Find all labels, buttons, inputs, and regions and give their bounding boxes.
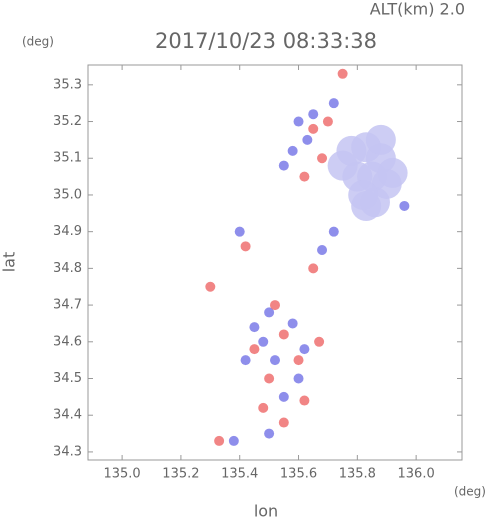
echo-point [293, 373, 304, 384]
echo-point [293, 116, 304, 127]
echo-point [365, 124, 396, 155]
y-tick-label: 35.3 [53, 77, 82, 92]
echo-point [322, 116, 333, 127]
echo-point [308, 123, 319, 134]
echo-point [348, 179, 379, 210]
plot-frame [87, 64, 463, 461]
echo-point [214, 435, 225, 446]
echo-point [278, 160, 289, 171]
y-tick-label: 34.7 [53, 298, 82, 313]
echo-point [328, 98, 339, 109]
x-axis-label: lon [254, 502, 278, 521]
echo-point [264, 307, 275, 318]
echo-point [234, 226, 245, 237]
echo-point [308, 263, 319, 274]
y-tick-label: 34.9 [53, 224, 82, 239]
echo-point [278, 329, 289, 340]
x-tick-label: 136.0 [398, 467, 435, 482]
x-unit: (deg) [454, 485, 486, 499]
echo-point [270, 300, 280, 311]
echo-point [377, 157, 408, 188]
echo-point [264, 428, 275, 439]
echo-point [287, 318, 298, 329]
chart-subtitle: ALT(km) 2.0 [370, 0, 465, 19]
echo-point [308, 109, 319, 120]
echo-point [314, 336, 325, 347]
echo-point [258, 402, 269, 413]
echo-point [240, 241, 251, 252]
echo-point [299, 171, 310, 182]
x-tick-label: 135.0 [103, 467, 140, 482]
echo-point [293, 355, 304, 366]
echo-point [240, 355, 251, 366]
echo-point [302, 134, 313, 145]
x-tick-label: 135.2 [162, 467, 199, 482]
x-tick-label: 135.6 [280, 467, 317, 482]
echo-point [228, 435, 239, 446]
x-tick-label: 135.4 [221, 467, 258, 482]
y-tick-label: 34.8 [53, 261, 82, 276]
echo-point [270, 355, 280, 366]
echo-point [278, 391, 289, 402]
y-tick-label: 34.3 [53, 444, 82, 459]
echo-point [328, 226, 339, 237]
y-axis-label: lat [0, 252, 19, 273]
y-tick-label: 34.6 [53, 334, 82, 349]
y-tick-label: 34.4 [53, 408, 82, 423]
echo-point [258, 336, 269, 347]
y-tick-label: 35.0 [53, 187, 82, 202]
echo-point [299, 395, 310, 406]
y-unit: (deg) [22, 35, 54, 49]
chart-title: 2017/10/23 08:33:38 [155, 29, 377, 53]
echo-point [327, 150, 358, 181]
echo-point [287, 145, 298, 156]
y-tick-label: 34.5 [53, 371, 82, 386]
marks [205, 68, 410, 446]
echo-point [278, 417, 289, 428]
echo-point [205, 281, 216, 292]
echo-point [249, 322, 260, 333]
echo-point [264, 373, 275, 384]
x-tick-label: 135.8 [339, 467, 376, 482]
echo-point [249, 344, 260, 355]
y-tick-label: 35.1 [53, 151, 82, 166]
y-tick-label: 35.2 [53, 114, 82, 129]
echo-point [299, 344, 310, 355]
echo-point [317, 153, 328, 164]
echo-point [317, 245, 328, 256]
echo-point [399, 200, 410, 211]
echo-point [337, 68, 348, 79]
